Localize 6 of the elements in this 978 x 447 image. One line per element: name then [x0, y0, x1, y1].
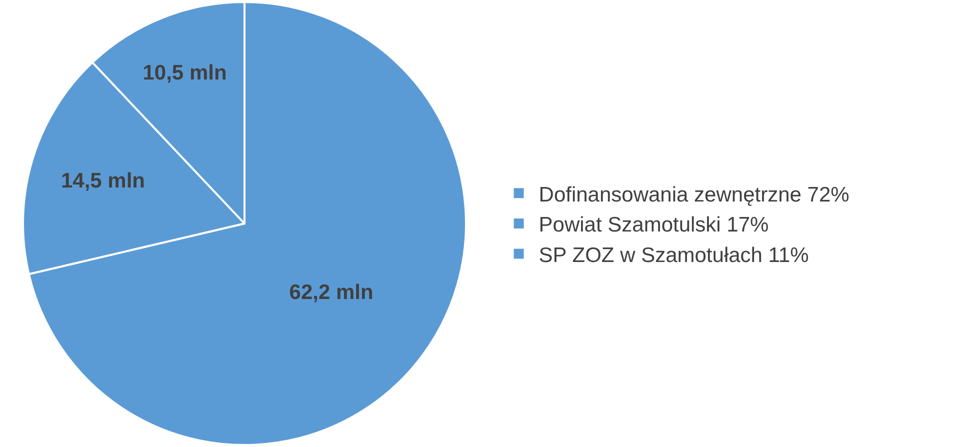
data-label: 14,5 mln — [60, 169, 145, 192]
legend-label: SP ZOZ w Szamotułach 11% — [538, 244, 809, 267]
legend-label: Dofinansowania zewnętrzne 72% — [538, 183, 850, 206]
legend-label: Powiat Szamotulski 17% — [538, 214, 769, 237]
data-label: 10,5 mln — [142, 62, 227, 85]
data-label: 62,2 mln — [289, 280, 374, 304]
